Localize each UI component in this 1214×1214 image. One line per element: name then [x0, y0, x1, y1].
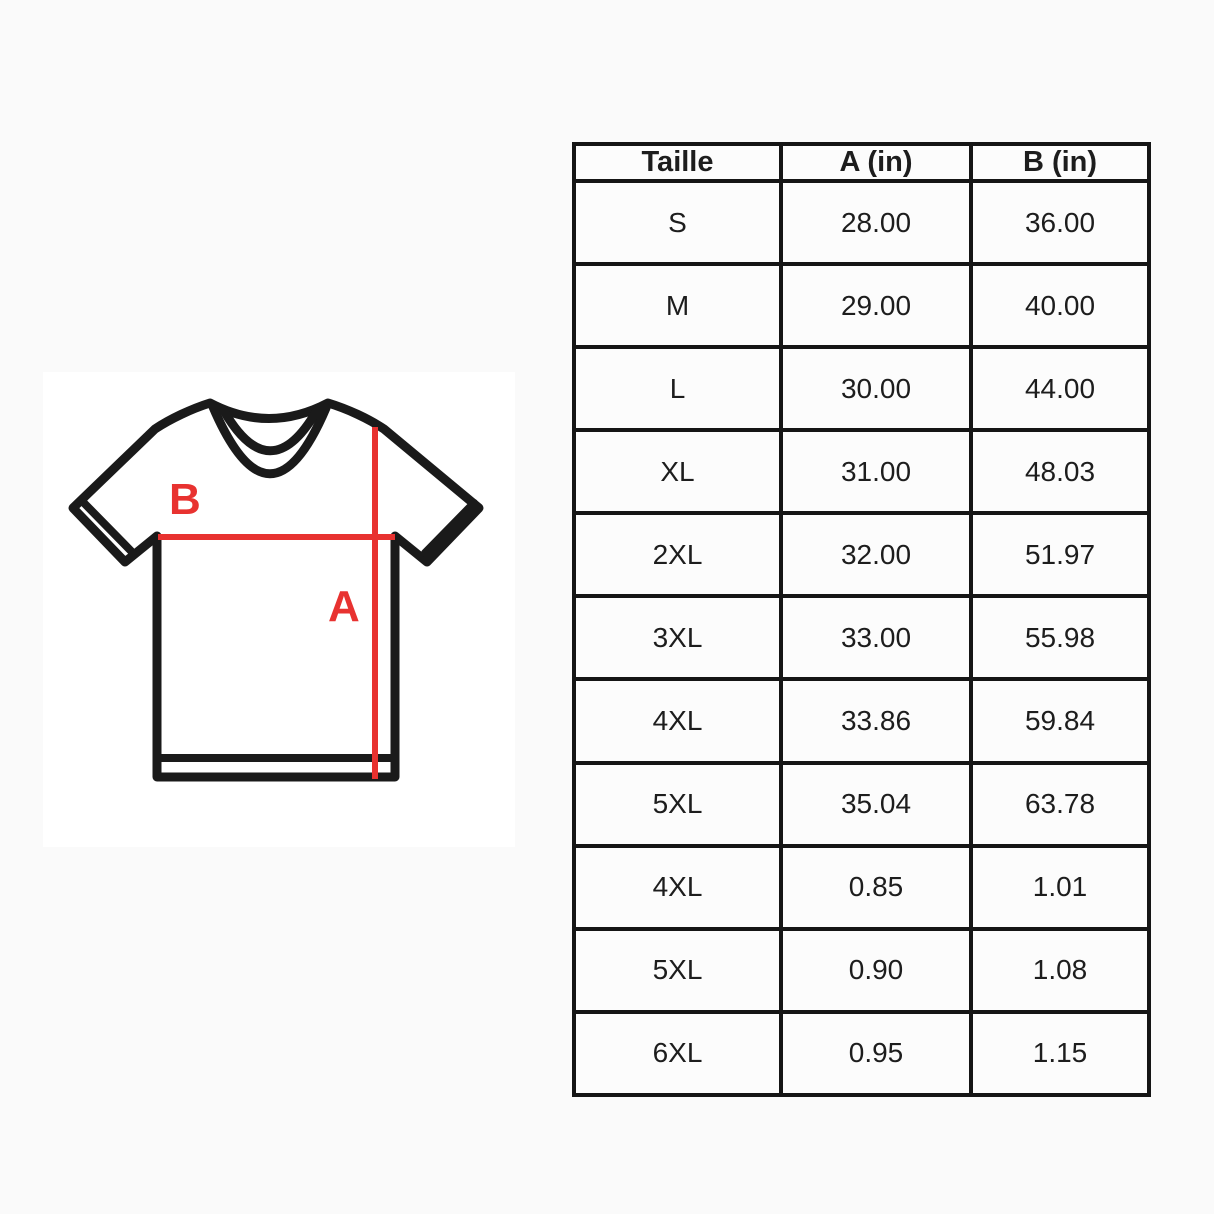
cell-b: 1.15: [969, 1009, 1151, 1098]
cell-a: 0.85: [779, 843, 973, 931]
collar-outer-arc: [208, 402, 331, 479]
table-row: XL 31.00 48.03: [572, 428, 1151, 516]
collar-inner-arc: [219, 406, 321, 456]
cell-size: M: [572, 262, 783, 350]
tshirt-measure-diagram: B A: [43, 372, 515, 847]
cell-size: 6XL: [572, 1009, 783, 1098]
cell-a: 28.00: [779, 178, 973, 267]
cell-size: L: [572, 345, 783, 433]
table-row: 2XL 32.00 51.97: [572, 511, 1151, 599]
cell-a: 29.00: [779, 262, 973, 350]
table-row: S 28.00 36.00: [572, 178, 1151, 267]
cell-size: 3XL: [572, 594, 783, 682]
cell-a: 0.90: [779, 926, 973, 1014]
cell-size: 2XL: [572, 511, 783, 599]
col-header-taille: Taille: [572, 142, 783, 183]
header-row: Taille A (in) B (in): [572, 142, 1151, 183]
cell-a: 31.00: [779, 428, 973, 516]
col-header-a: A (in): [779, 142, 973, 183]
cell-b: 1.01: [969, 843, 1151, 931]
cell-a: 33.86: [779, 677, 973, 765]
cell-a: 32.00: [779, 511, 973, 599]
cell-size: 5XL: [572, 760, 783, 848]
table-row: 3XL 33.00 55.98: [572, 594, 1151, 682]
measure-label-a: A: [328, 582, 360, 631]
size-chart-table: Taille A (in) B (in) S 28.00 36.00 M 29.…: [572, 142, 1151, 1098]
table-row: 4XL 0.85 1.01: [572, 843, 1151, 931]
table-row: 4XL 33.86 59.84: [572, 677, 1151, 765]
cell-b: 44.00: [969, 345, 1151, 433]
left-cuff-seam: [80, 499, 137, 557]
tshirt-outline: [68, 398, 484, 782]
table-row: M 29.00 40.00: [572, 262, 1151, 350]
col-header-b: B (in): [969, 142, 1151, 183]
cell-b: 40.00: [969, 262, 1151, 350]
table-row: 5XL 0.90 1.08: [572, 926, 1151, 1014]
measure-label-b: B: [169, 475, 201, 524]
cell-a: 30.00: [779, 345, 973, 433]
cell-size: S: [572, 178, 783, 267]
cell-b: 36.00: [969, 178, 1151, 267]
cell-a: 35.04: [779, 760, 973, 848]
table-row: L 30.00 44.00: [572, 345, 1151, 433]
cell-b: 59.84: [969, 677, 1151, 765]
right-cuff-seam: [421, 499, 478, 557]
cell-a: 33.00: [779, 594, 973, 682]
cell-size: 4XL: [572, 843, 783, 931]
cell-b: 55.98: [969, 594, 1151, 682]
tshirt-illustration: [68, 398, 484, 782]
cell-size: 5XL: [572, 926, 783, 1014]
cell-size: 4XL: [572, 677, 783, 765]
table-row: 5XL 35.04 63.78: [572, 760, 1151, 848]
cell-a: 0.95: [779, 1009, 973, 1098]
cell-b: 51.97: [969, 511, 1151, 599]
cell-b: 1.08: [969, 926, 1151, 1014]
cell-size: XL: [572, 428, 783, 516]
table-row: 6XL 0.95 1.15: [572, 1009, 1151, 1098]
cell-b: 48.03: [969, 428, 1151, 516]
cell-b: 63.78: [969, 760, 1151, 848]
